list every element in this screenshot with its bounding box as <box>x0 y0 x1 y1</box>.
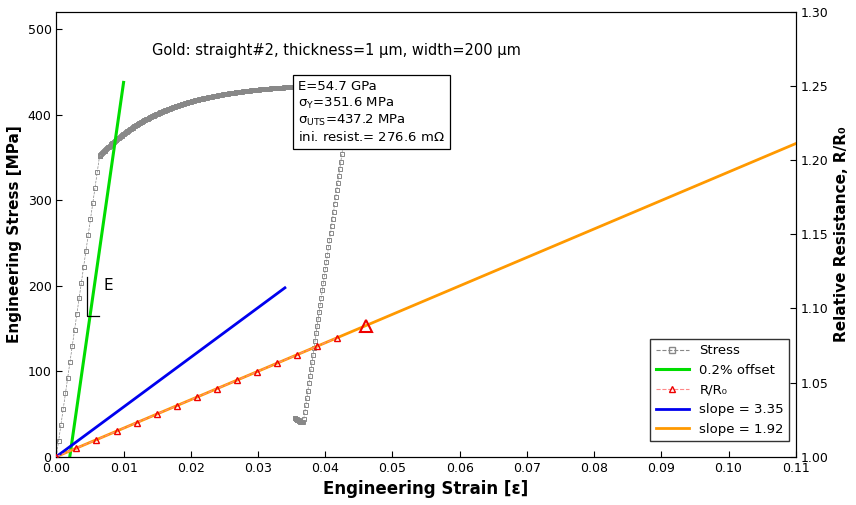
0.2% offset <box>116 98 126 105</box>
slope = 1.92 <box>96 435 106 441</box>
Stress <box>51 453 62 460</box>
Legend: Stress, 0.2% offset, R/R₀, slope = 3.35, slope = 1.92: Stress, 0.2% offset, R/R₀, slope = 3.35,… <box>651 339 789 441</box>
0.2% offset <box>75 382 86 388</box>
R/R₀ <box>152 411 162 417</box>
R/R₀ <box>292 351 302 358</box>
R/R₀ <box>252 369 262 375</box>
slope = 3.35 <box>95 421 105 427</box>
Stress <box>311 83 321 89</box>
Stress <box>347 80 357 86</box>
slope = 1.92 <box>728 167 738 173</box>
R/R₀ <box>312 343 322 349</box>
Stress <box>346 87 356 93</box>
slope = 1.92 <box>248 370 259 376</box>
R/R₀ <box>192 394 202 400</box>
slope = 1.92 <box>51 453 62 460</box>
slope = 1.92 <box>188 395 199 401</box>
R/R₀ <box>272 360 282 366</box>
0.2% offset <box>114 110 124 116</box>
Stress <box>298 83 308 89</box>
R/R₀ <box>232 377 242 383</box>
R/R₀ <box>51 453 62 460</box>
slope = 3.35 <box>169 367 179 373</box>
Stress <box>116 132 127 138</box>
R/R₀ <box>92 437 102 443</box>
0.2% offset <box>92 261 103 267</box>
R/R₀ <box>132 420 142 426</box>
R/R₀ <box>71 445 81 451</box>
slope = 3.35 <box>280 285 290 291</box>
Line: slope = 3.35: slope = 3.35 <box>56 288 285 457</box>
R/R₀ <box>211 386 222 392</box>
X-axis label: Engineering Strain [ε]: Engineering Strain [ε] <box>324 480 529 498</box>
slope = 1.92 <box>791 140 801 146</box>
Y-axis label: Engineering Stress [MPa]: Engineering Stress [MPa] <box>7 125 22 343</box>
0.2% offset <box>65 453 75 460</box>
Text: Gold: straight#2, thickness=1 μm, width=200 μm: Gold: straight#2, thickness=1 μm, width=… <box>152 43 521 58</box>
slope = 3.35 <box>268 293 278 299</box>
Stress <box>290 415 300 421</box>
slope = 3.35 <box>261 298 271 305</box>
Stress <box>331 82 342 88</box>
slope = 3.35 <box>51 453 62 460</box>
0.2% offset <box>97 231 107 237</box>
slope = 3.35 <box>104 415 115 421</box>
Y-axis label: Relative Resistance, R/R₀: Relative Resistance, R/R₀ <box>834 126 849 342</box>
slope = 1.92 <box>753 156 764 162</box>
Stress <box>324 82 334 88</box>
R/R₀ <box>171 402 181 409</box>
0.2% offset <box>118 79 128 85</box>
slope = 1.92 <box>81 441 92 447</box>
Line: Stress: Stress <box>55 81 354 458</box>
Line: 0.2% offset: 0.2% offset <box>70 82 123 457</box>
0.2% offset <box>77 367 87 373</box>
Text: E: E <box>104 278 113 293</box>
Line: slope = 1.92: slope = 1.92 <box>56 143 796 457</box>
R/R₀ <box>111 428 122 434</box>
Text: E=54.7 GPa
$\mathregular{\sigma_Y}$=351.6 MPa
$\mathregular{\sigma_{UTS}}$=437.2: E=54.7 GPa $\mathregular{\sigma_Y}$=351.… <box>299 80 445 144</box>
R/R₀ <box>332 335 342 341</box>
Line: R/R₀: R/R₀ <box>53 335 340 460</box>
slope = 3.35 <box>187 353 198 359</box>
